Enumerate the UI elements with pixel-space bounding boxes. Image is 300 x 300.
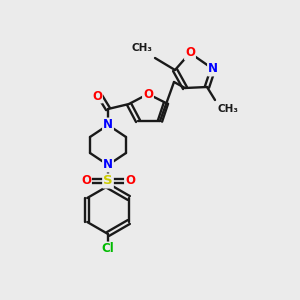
Text: N: N xyxy=(103,158,113,172)
Text: N: N xyxy=(208,62,218,76)
Text: O: O xyxy=(81,175,91,188)
Text: Cl: Cl xyxy=(102,242,114,256)
Text: N: N xyxy=(103,118,113,131)
Text: O: O xyxy=(125,175,135,188)
Text: O: O xyxy=(92,89,102,103)
Text: CH₃: CH₃ xyxy=(132,43,153,53)
Text: S: S xyxy=(103,175,113,188)
Text: O: O xyxy=(185,46,195,59)
Text: CH₃: CH₃ xyxy=(217,104,238,114)
Text: O: O xyxy=(143,88,153,100)
